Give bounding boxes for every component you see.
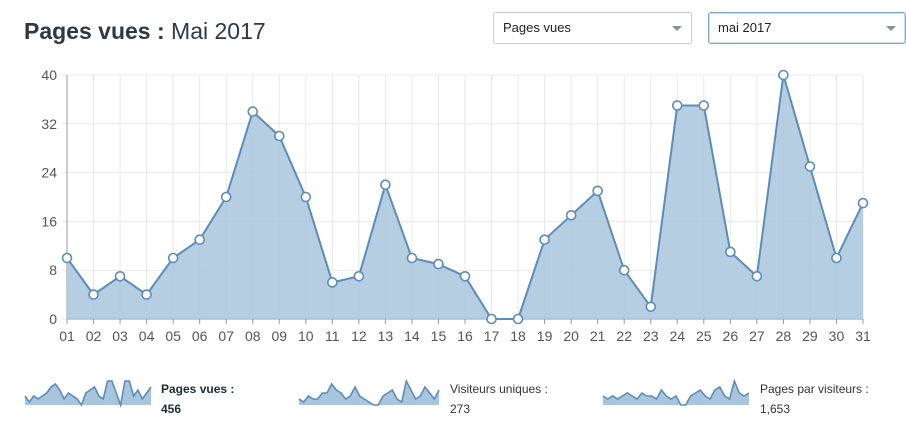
x-tick-label: 27 — [749, 328, 765, 344]
y-tick-label: 0 — [49, 311, 57, 327]
metric-select-value: Pages vues — [503, 20, 571, 35]
summary-label: Pages par visiteurs : — [760, 382, 869, 396]
series-area — [67, 75, 863, 319]
month-select-value: mai 2017 — [718, 20, 772, 35]
data-point — [300, 191, 312, 203]
data-point — [671, 100, 683, 111]
x-tick-label: 02 — [86, 328, 102, 344]
summary-unique-visitors: Visiteurs uniques : 273 — [298, 378, 578, 418]
x-tick-label: 01 — [59, 328, 75, 344]
summary-value: 456 — [161, 402, 182, 416]
data-point — [380, 179, 391, 191]
x-tick-label: 18 — [510, 328, 526, 344]
sparkline-area — [603, 381, 749, 405]
x-tick-label: 19 — [537, 328, 553, 344]
x-tick-label: 10 — [298, 328, 314, 344]
y-tick-label: 8 — [49, 262, 57, 278]
sparkline-line — [602, 378, 750, 406]
data-point — [831, 252, 842, 264]
data-point — [565, 210, 577, 221]
data-point — [247, 106, 259, 117]
sparkline-line — [298, 378, 440, 406]
y-tick-label: 16 — [41, 213, 57, 229]
data-point — [751, 271, 763, 282]
month-select[interactable]: mai 2017 — [708, 12, 906, 44]
x-tick-label: 29 — [802, 328, 818, 344]
x-tick-label: 04 — [139, 328, 155, 344]
x-tick-label: 21 — [590, 328, 606, 344]
page-title: Pages vues : Mai 2017 — [24, 18, 266, 45]
data-point — [778, 69, 789, 81]
data-point — [273, 130, 285, 142]
data-point — [804, 161, 816, 172]
y-tick-label: 40 — [41, 67, 57, 83]
x-tick-label: 12 — [351, 328, 367, 344]
sparkline — [602, 378, 750, 406]
data-point — [459, 271, 471, 282]
data-point — [114, 271, 126, 282]
data-point — [327, 277, 338, 288]
data-point — [433, 258, 444, 270]
data-point — [406, 252, 418, 264]
x-tick-label: 25 — [696, 328, 712, 344]
x-tick-label: 14 — [404, 328, 420, 344]
data-point — [592, 185, 603, 197]
x-tick-label: 03 — [112, 328, 128, 344]
x-tick-label: 06 — [192, 328, 208, 344]
data-point — [194, 234, 205, 245]
x-tick-label: 16 — [457, 328, 473, 344]
y-tick-label: 24 — [41, 165, 57, 181]
sparkline — [298, 378, 440, 406]
x-tick-label: 15 — [431, 328, 447, 344]
x-tick-label: 26 — [723, 328, 739, 344]
x-tick-label: 24 — [669, 328, 685, 344]
data-point — [698, 100, 710, 111]
title-metric: Pages vues : — [24, 18, 165, 44]
x-tick-label: 31 — [855, 328, 871, 344]
summary-label: Visiteurs uniques : — [450, 382, 548, 396]
data-point — [486, 313, 497, 325]
x-tick-label: 30 — [829, 328, 845, 344]
data-point — [88, 289, 99, 300]
chevron-down-icon — [886, 26, 896, 31]
sparkline-line — [24, 380, 152, 408]
title-period: Mai 2017 — [171, 18, 266, 44]
x-tick-label: 13 — [378, 328, 394, 344]
x-tick-label: 11 — [325, 328, 340, 344]
sparkline-area — [25, 381, 151, 405]
summary-value: 273 — [450, 402, 471, 416]
x-tick-label: 05 — [165, 328, 181, 344]
x-tick-label: 23 — [643, 328, 659, 344]
x-tick-label: 17 — [484, 328, 500, 344]
sparkline — [24, 380, 152, 408]
data-point — [512, 313, 524, 325]
data-point — [645, 301, 657, 313]
data-point — [61, 252, 73, 264]
x-tick-label: 28 — [776, 328, 792, 344]
summary-pages-per-visitor: Pages par visiteurs : 1,653 — [602, 378, 902, 418]
data-point — [220, 191, 232, 203]
x-tick-label: 08 — [245, 328, 261, 344]
x-tick-label: 22 — [616, 328, 632, 344]
summary-value: 1,653 — [760, 402, 791, 416]
data-point — [141, 289, 152, 300]
data-point — [353, 271, 365, 282]
data-point — [857, 197, 869, 209]
x-tick-label: 09 — [271, 328, 287, 344]
chevron-down-icon — [672, 26, 682, 31]
data-point — [167, 252, 179, 264]
x-tick-label: 20 — [563, 328, 579, 344]
y-tick-label: 32 — [41, 116, 57, 132]
metric-select[interactable]: Pages vues — [493, 12, 692, 44]
x-tick-label: 07 — [218, 328, 234, 344]
summary-pages-views: Pages vues : 456 — [24, 378, 254, 418]
data-point — [539, 234, 550, 245]
data-point — [618, 264, 630, 276]
summary-label: Pages vues : — [161, 382, 235, 396]
data-point — [725, 246, 736, 258]
